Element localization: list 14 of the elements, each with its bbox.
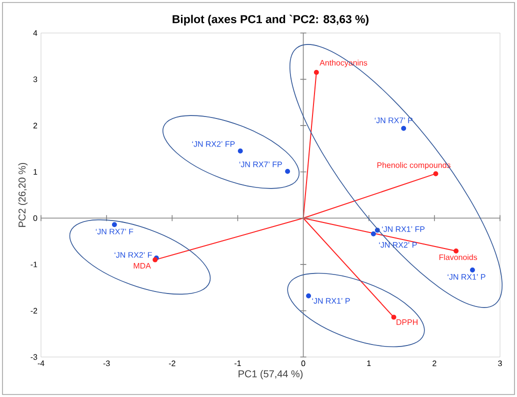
- chart-title: Biplot (axes PC1 and `PC2: 83,63 %): [172, 14, 368, 26]
- point: [433, 171, 438, 176]
- point: [285, 168, 290, 174]
- point: [306, 293, 312, 298]
- point: [112, 222, 117, 228]
- point: [454, 248, 459, 254]
- point: [470, 267, 475, 272]
- point: [391, 314, 396, 320]
- x-axis-title: PC1 (57,44 %): [238, 370, 303, 380]
- point: [401, 126, 406, 131]
- y-axis-title: PC2 (26,20 %): [18, 162, 28, 227]
- point: [238, 148, 243, 154]
- point: [314, 70, 319, 75]
- point: [370, 231, 376, 236]
